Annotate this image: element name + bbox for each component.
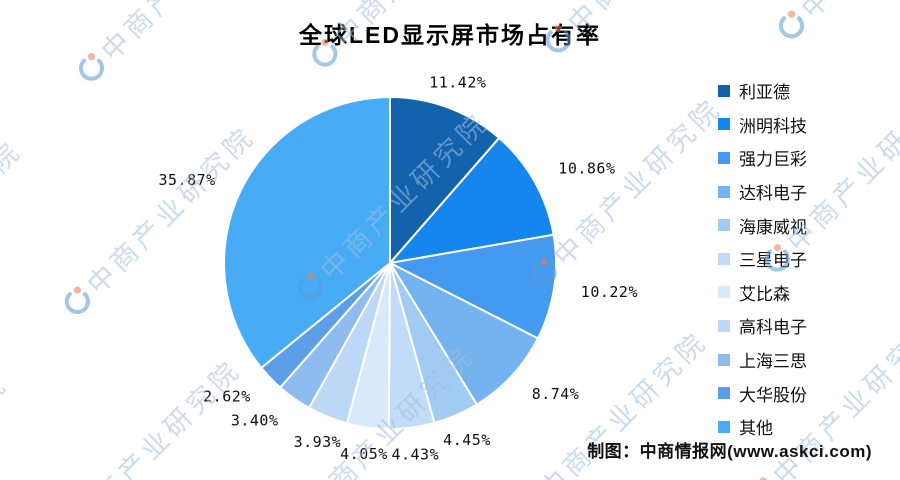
legend-swatch xyxy=(718,387,730,400)
legend-label: 大华股份 xyxy=(739,385,807,405)
pie-slice xyxy=(223,96,391,369)
legend-item: 其他 xyxy=(718,410,807,444)
slice-label: 3.40% xyxy=(231,412,279,430)
slice-label: 10.86% xyxy=(558,159,615,177)
slice-label: 3.93% xyxy=(294,433,342,451)
legend-swatch xyxy=(718,84,730,97)
legend-label: 利亚德 xyxy=(739,83,790,103)
legend-swatch xyxy=(718,151,730,164)
slice-label: 2.62% xyxy=(203,388,251,406)
legend-swatch xyxy=(718,252,730,265)
legend-item: 大华股份 xyxy=(718,376,807,410)
legend-swatch xyxy=(718,185,730,198)
legend-item: 海康威视 xyxy=(718,208,807,242)
legend-label: 艾比森 xyxy=(739,284,790,304)
legend-item: 高科电子 xyxy=(718,309,807,343)
pie-slice xyxy=(389,262,539,406)
legend-swatch xyxy=(718,219,730,232)
legend-swatch xyxy=(718,286,730,299)
slice-label: 4.45% xyxy=(443,431,491,449)
legend-item: 利亚德 xyxy=(718,74,807,108)
legend-item: 艾比森 xyxy=(718,276,807,310)
legend-item: 达科电子 xyxy=(718,175,807,209)
pie-slice xyxy=(389,233,557,340)
legend-item: 洲明科技 xyxy=(718,108,807,142)
legend-label: 洲明科技 xyxy=(739,116,807,136)
chart-title: 全球LED显示屏市场占有率 xyxy=(299,22,601,48)
slice-label: 8.74% xyxy=(532,385,580,403)
legend-item: 上海三思 xyxy=(718,343,807,377)
legend-swatch xyxy=(718,319,730,332)
legend-label: 上海三思 xyxy=(739,352,807,372)
slice-label: 10.22% xyxy=(581,283,638,301)
legend-label: 三星电子 xyxy=(739,251,807,271)
legend-label: 达科电子 xyxy=(739,184,807,204)
slice-label: 4.05% xyxy=(340,445,388,463)
pie-slice xyxy=(389,136,555,264)
slice-label: 4.43% xyxy=(391,445,439,463)
legend-label: 高科电子 xyxy=(739,318,807,338)
legend-label: 海康威视 xyxy=(739,217,807,237)
legend-label: 其他 xyxy=(739,419,773,439)
legend-item: 三星电子 xyxy=(718,242,807,276)
pie-slice xyxy=(389,96,501,264)
legend-swatch xyxy=(718,420,730,433)
legend: 利亚德洲明科技强力巨彩达科电子海康威视三星电子艾比森高科电子上海三思大华股份其他 xyxy=(718,74,807,444)
legend-swatch xyxy=(718,353,730,366)
credit-text: 制图：中商情报网(www.askci.com) xyxy=(587,442,872,461)
legend-swatch xyxy=(718,118,730,131)
legend-label: 强力巨彩 xyxy=(739,150,807,170)
legend-item: 强力巨彩 xyxy=(718,141,807,175)
slice-label: 11.42% xyxy=(429,73,486,91)
slice-label: 35.87% xyxy=(159,171,216,189)
